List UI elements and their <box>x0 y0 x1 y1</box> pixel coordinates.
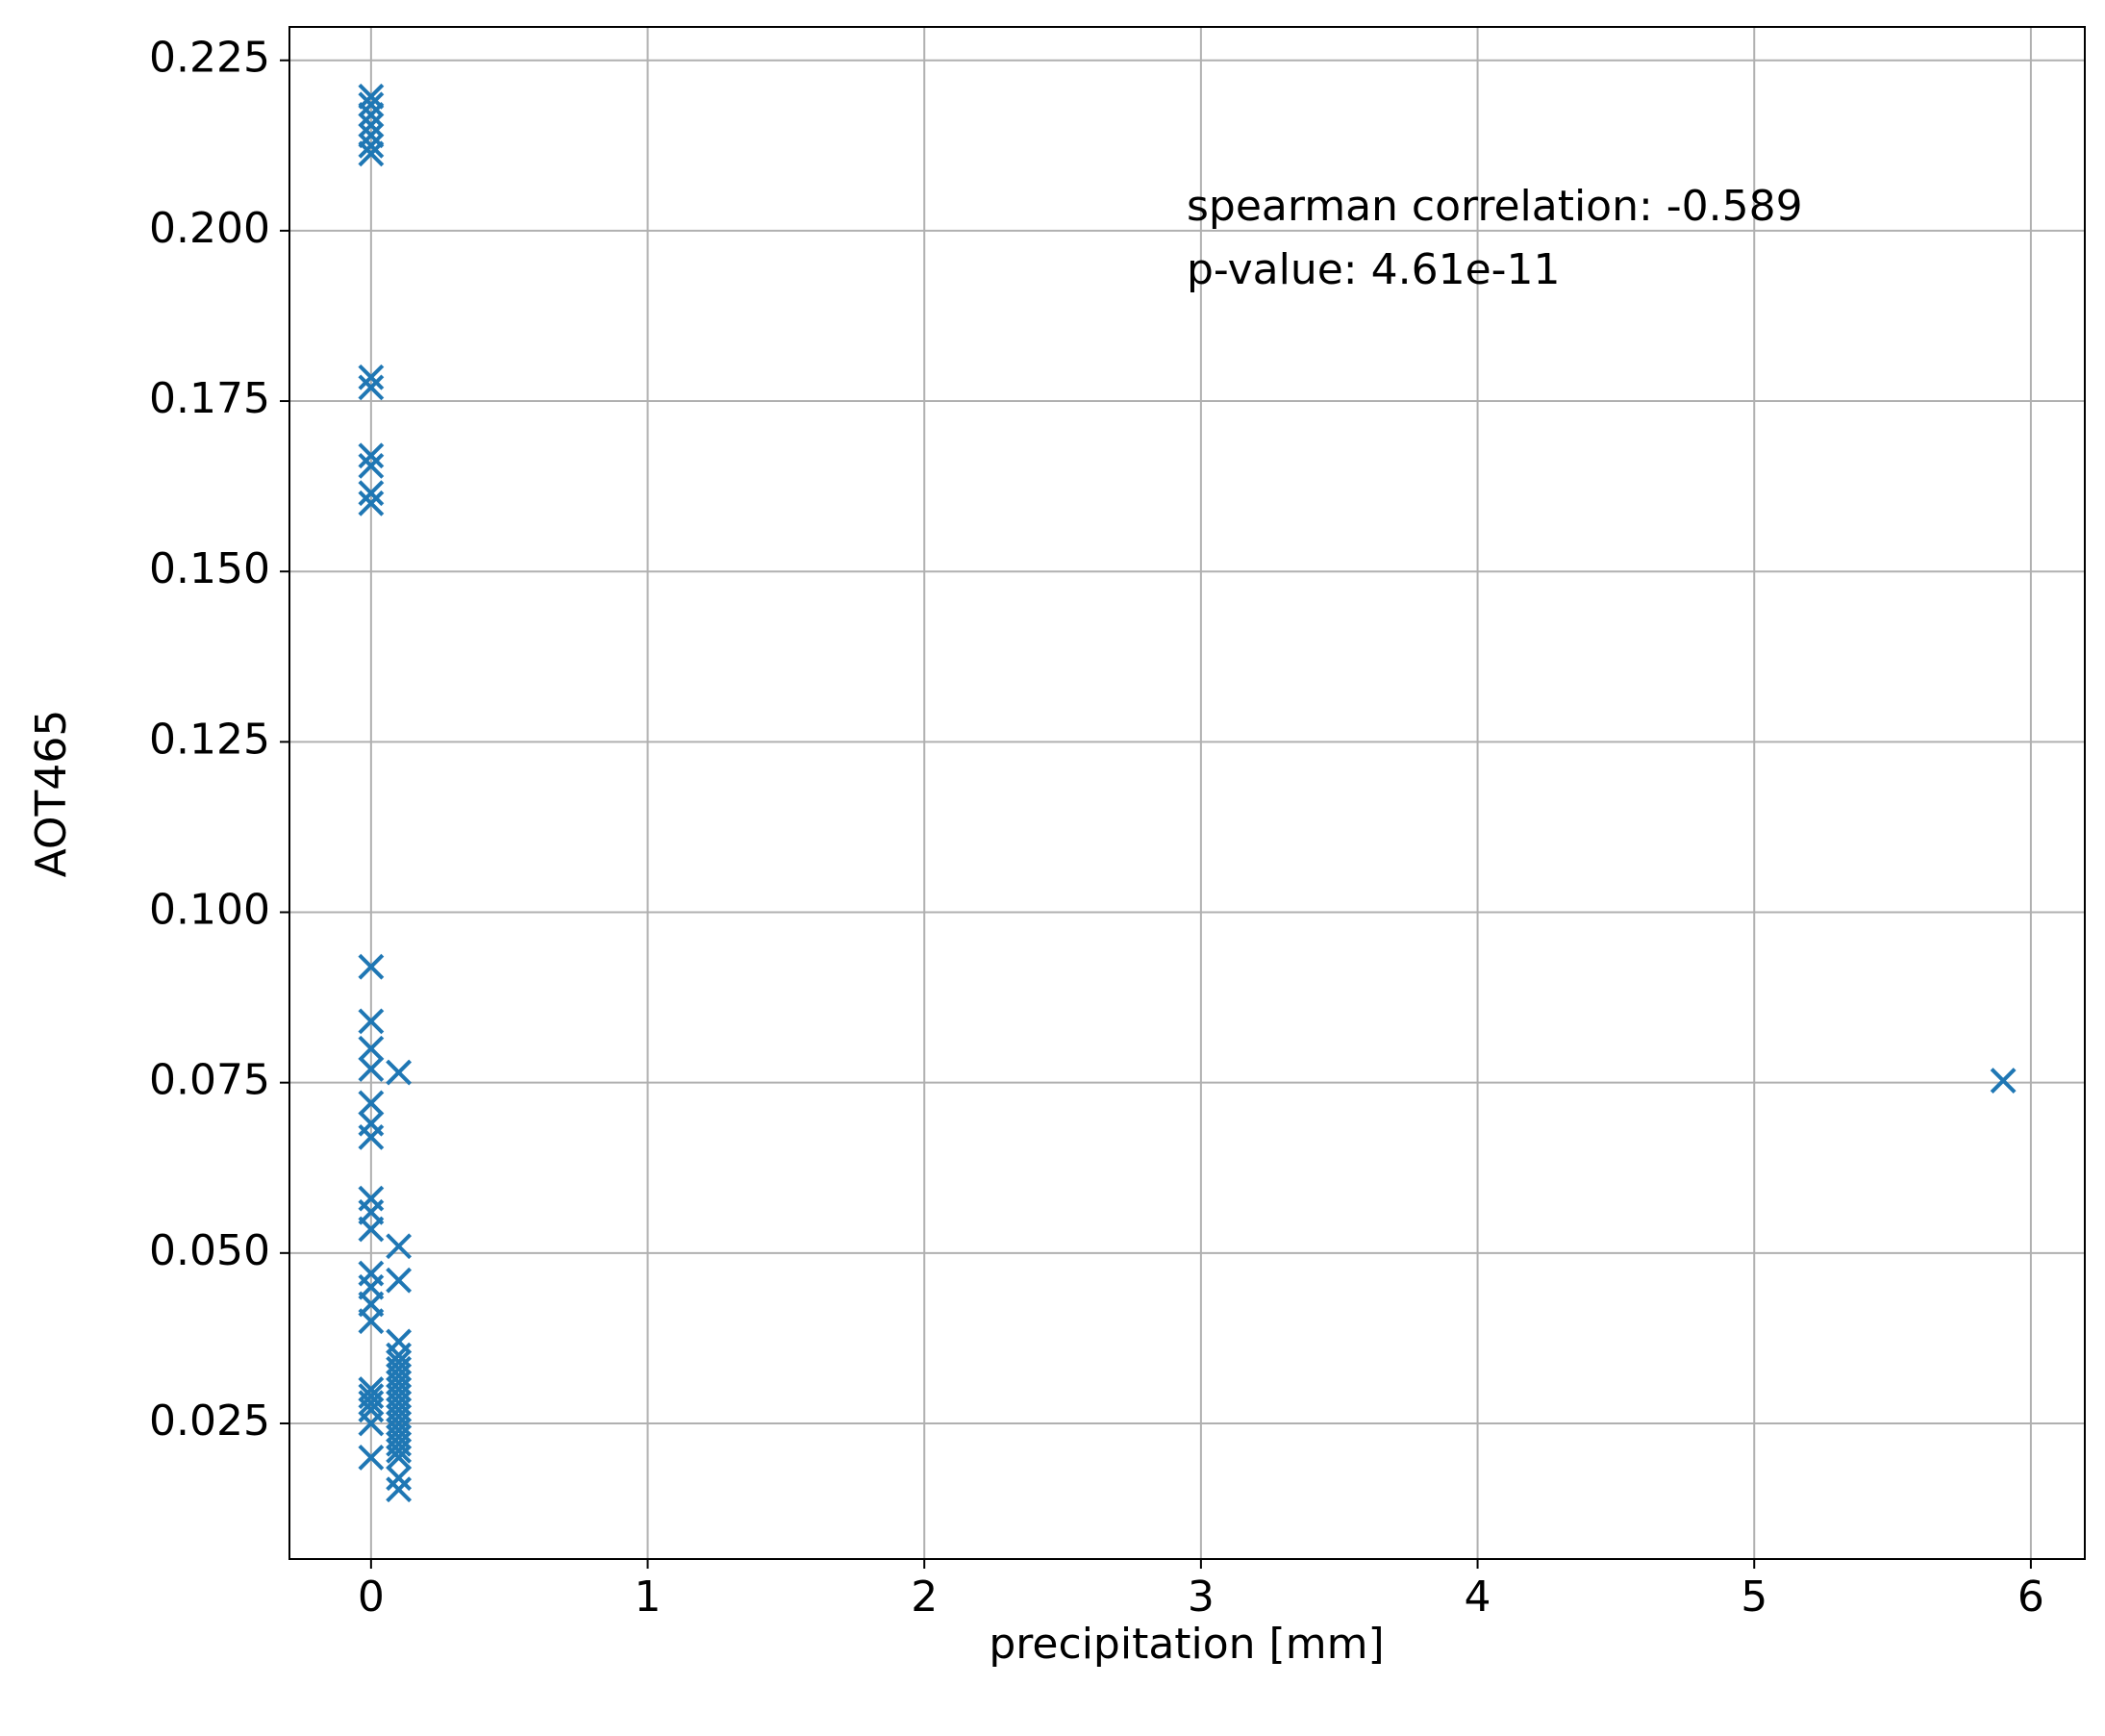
data-point <box>358 91 385 118</box>
data-point <box>358 1444 385 1471</box>
data-point <box>358 1410 385 1437</box>
x-tick-label: 2 <box>911 1572 938 1622</box>
data-point <box>358 1056 385 1082</box>
data-point <box>386 1444 413 1471</box>
data-point <box>358 1308 385 1335</box>
y-tick-label: 0.025 <box>149 1396 270 1446</box>
x-tick-label: 0 <box>358 1572 385 1622</box>
data-point <box>358 1123 385 1150</box>
data-point <box>358 480 385 507</box>
data-point <box>358 1008 385 1035</box>
x-tick-label: 6 <box>2017 1572 2044 1622</box>
annotation: spearman correlation: -0.589 <box>1187 182 1803 231</box>
y-tick-label: 0.175 <box>149 374 270 423</box>
data-point <box>358 140 385 167</box>
data-point <box>386 1465 413 1492</box>
data-point <box>358 374 385 401</box>
annotation: p-value: 4.61e-11 <box>1187 245 1561 294</box>
data-point <box>358 452 385 479</box>
data-point <box>358 132 385 159</box>
data-point <box>358 101 385 128</box>
y-tick-label: 0.100 <box>149 886 270 935</box>
data-point <box>358 953 385 980</box>
data-point <box>358 1035 385 1062</box>
plot-frame <box>288 26 2086 1560</box>
data-point <box>1990 1068 2017 1094</box>
x-tick-label: 1 <box>635 1572 662 1622</box>
data-point <box>358 83 385 110</box>
x-axis-label: precipitation [mm] <box>989 1620 1384 1669</box>
data-point <box>358 112 385 138</box>
y-tick-label: 0.125 <box>149 715 270 764</box>
data-point <box>358 442 385 469</box>
data-point <box>358 1090 385 1117</box>
y-tick-label: 0.050 <box>149 1226 270 1275</box>
data-point <box>386 1059 413 1086</box>
grid <box>289 27 2085 1559</box>
data-point <box>386 1476 413 1503</box>
x-tick-label: 5 <box>1741 1572 1767 1622</box>
data-point <box>358 1390 385 1417</box>
data-point <box>386 1437 413 1464</box>
data-point <box>386 1233 413 1260</box>
y-tick-label: 0.200 <box>149 204 270 253</box>
data-point <box>358 122 385 149</box>
y-tick-label: 0.150 <box>149 544 270 593</box>
data-point <box>358 1216 385 1243</box>
y-tick-label: 0.225 <box>149 34 270 83</box>
data-point <box>386 1267 413 1294</box>
x-tick-label: 4 <box>1465 1572 1491 1622</box>
data-point <box>358 490 385 516</box>
data-point <box>358 364 385 390</box>
x-tick-label: 3 <box>1188 1572 1215 1622</box>
y-axis-label: AOT465 <box>27 710 76 878</box>
y-tick-label: 0.075 <box>149 1056 270 1105</box>
